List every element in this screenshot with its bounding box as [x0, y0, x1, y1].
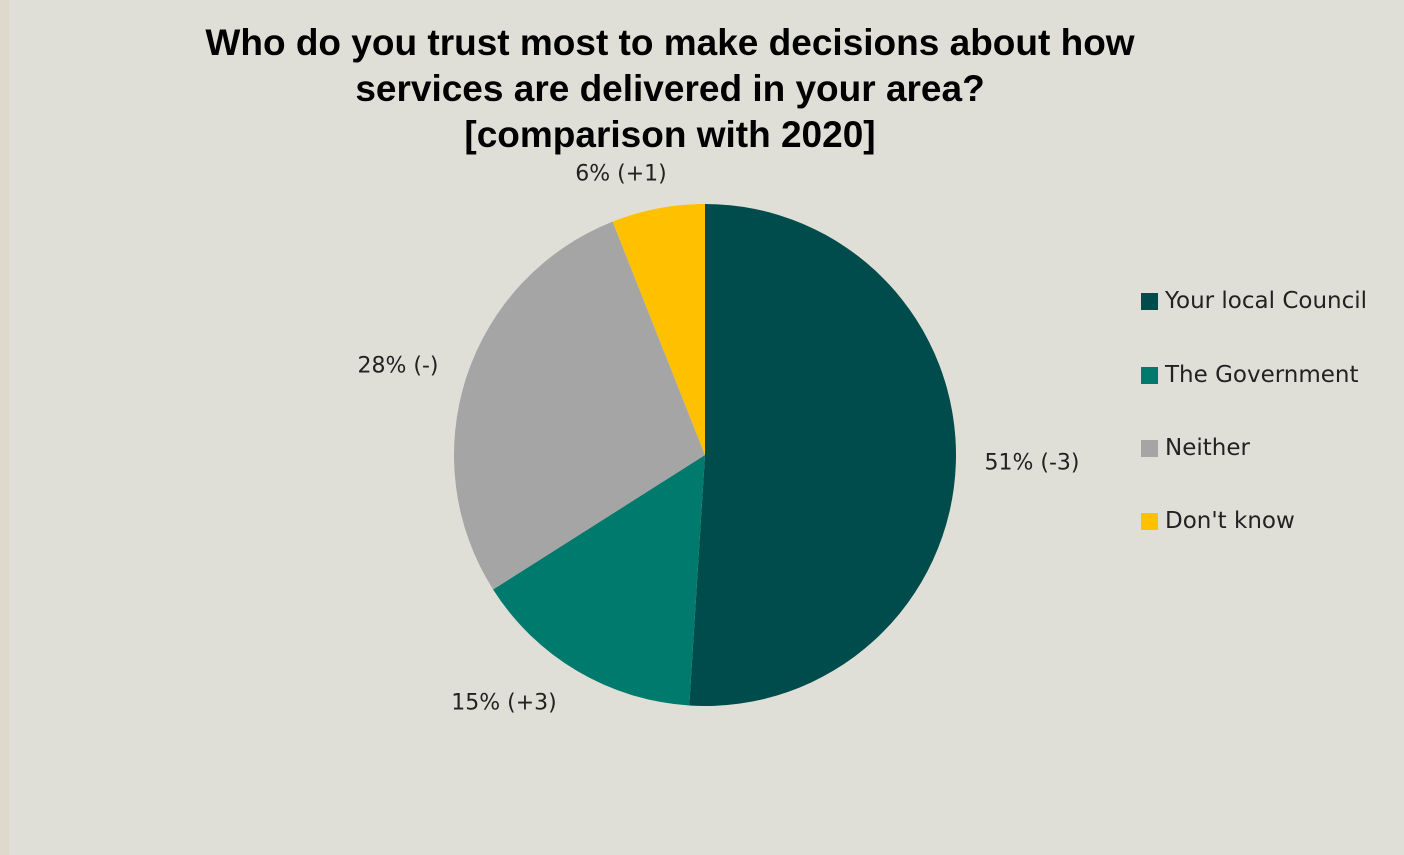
data-label-the-government: 15% (+3): [451, 690, 557, 716]
chart-title-line-3: [comparison with 2020]: [464, 114, 876, 155]
legend-swatch-the-government: [1141, 366, 1158, 384]
chart-title: Who do you trust most to make decisions …: [30, 20, 1310, 158]
legend-label: Don't know: [1165, 508, 1295, 534]
legend-item-your-local-council: Your local Council: [1141, 288, 1367, 314]
legend-label: Your local Council: [1165, 288, 1368, 314]
legend-swatch-dont-know: [1141, 512, 1158, 530]
pie-slice-the-government: [493, 455, 705, 706]
legend-item-dont-know: Don't know: [1141, 508, 1295, 534]
pie-slice-dont-know: [612, 204, 705, 455]
legend-item-neither: Neither: [1141, 435, 1250, 461]
legend-label: The Government: [1165, 362, 1359, 388]
legend-label: Neither: [1165, 435, 1250, 461]
legend-item-the-government: The Government: [1141, 362, 1359, 388]
legend-swatch-your-local-council: [1141, 292, 1158, 310]
pie-slice-neither: [453, 221, 705, 590]
data-label-your-local-council: 51% (-3): [984, 450, 1080, 476]
chart-title-line-1: Who do you trust most to make decisions …: [205, 22, 1135, 63]
chart-title-line-2: services are delivered in your area?: [355, 68, 985, 109]
legend-swatch-neither: [1141, 439, 1158, 457]
data-label-dont-know: 6% (+1): [575, 161, 667, 187]
pie-slice-your-local-council: [689, 204, 957, 706]
data-label-neither: 28% (-): [357, 353, 439, 379]
